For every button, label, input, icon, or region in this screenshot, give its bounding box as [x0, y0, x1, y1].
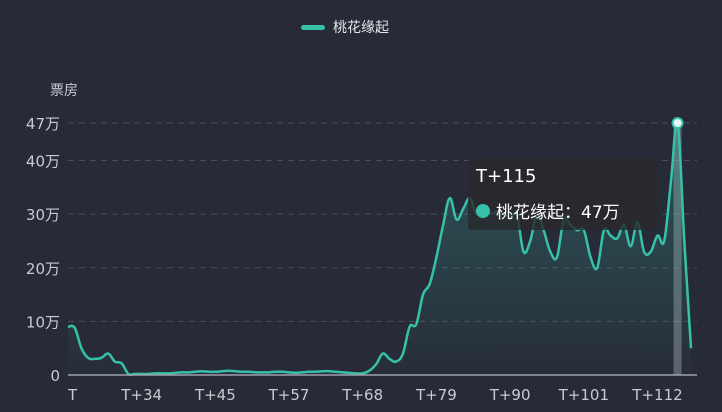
x-tick-label: T+57	[268, 386, 310, 404]
x-tick-label: T+101	[558, 386, 609, 404]
y-tick-label: 10万	[26, 313, 60, 331]
y-tick-label: 20万	[26, 260, 60, 278]
x-tick-label: T+34	[120, 386, 162, 404]
tooltip-value: 桃花缘起：47万	[496, 203, 620, 223]
y-tick-label: 40万	[26, 153, 60, 171]
x-tick-label: T+68	[341, 386, 383, 404]
x-tick-label: T+79	[415, 386, 457, 404]
x-tick-label: T+90	[489, 386, 531, 404]
y-tick-label: 30万	[26, 206, 60, 224]
x-tick-label: T	[67, 386, 78, 404]
tooltip-series-dot	[476, 203, 490, 218]
y-tick-label: 47万	[26, 115, 60, 133]
legend-label: 桃花缘起	[333, 20, 389, 36]
tooltip: T+115 桃花缘起：47万	[468, 158, 658, 230]
legend-swatch	[301, 24, 325, 30]
x-tick-label: T+45	[194, 386, 236, 404]
x-tick-label: T+112	[631, 386, 682, 404]
series-area	[68, 121, 691, 375]
y-axis-title: 票房	[50, 83, 78, 99]
tooltip-title: T+115	[476, 166, 537, 187]
y-tick-label: 0	[50, 367, 60, 385]
legend-item[interactable]: 桃花缘起	[301, 17, 389, 37]
data-point	[671, 117, 684, 129]
series-line	[67, 120, 693, 377]
